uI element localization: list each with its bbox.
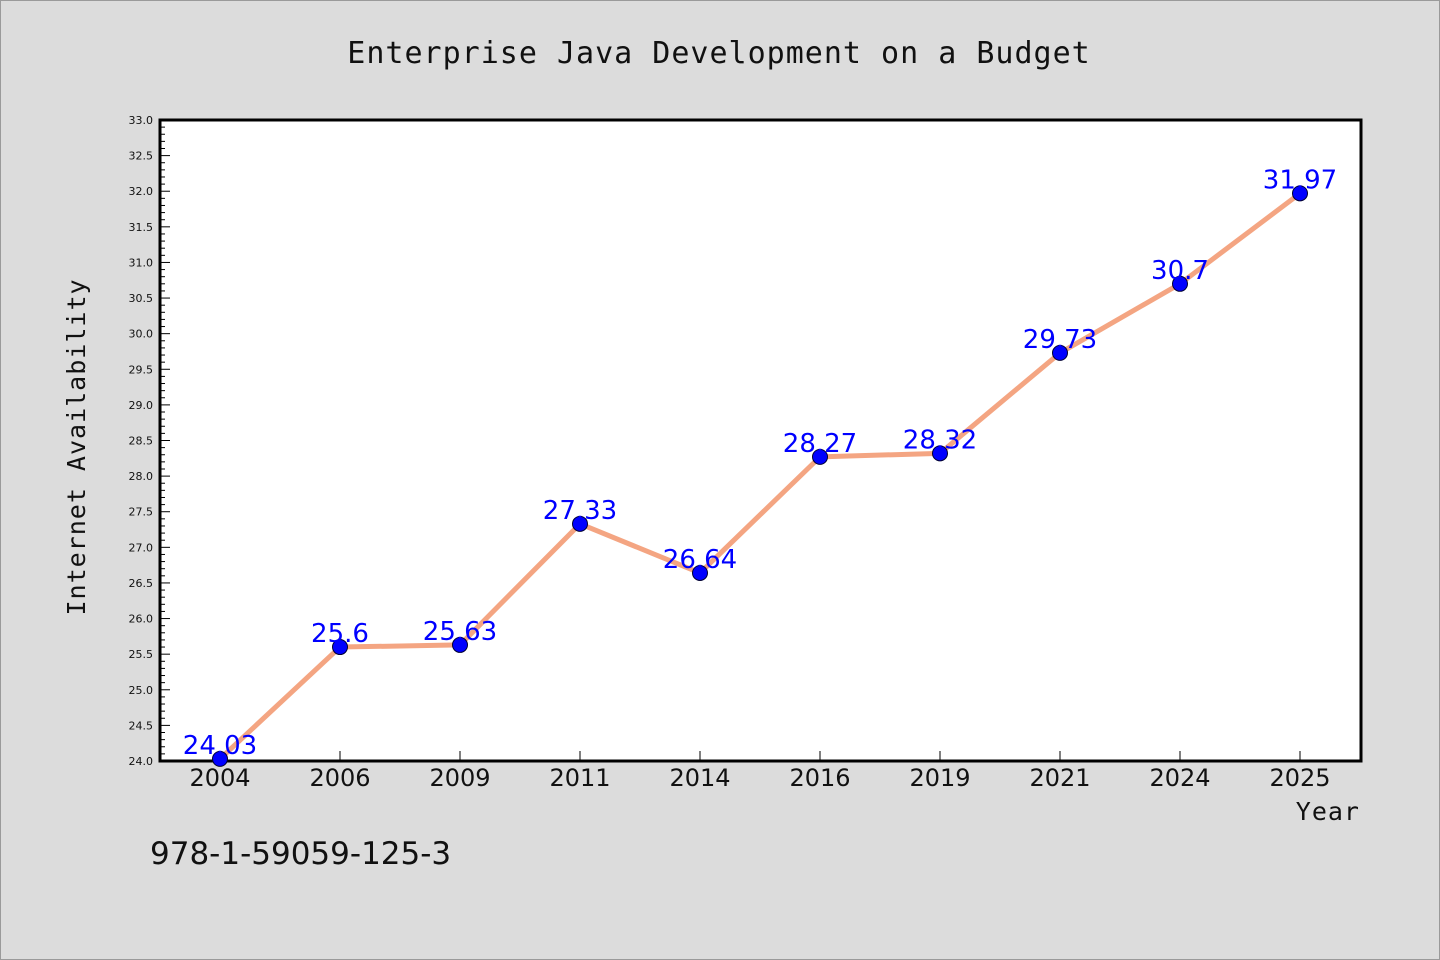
data-point xyxy=(452,636,468,653)
data-point xyxy=(572,515,588,532)
x-tick-label: 2016 xyxy=(789,764,850,792)
data-label: 25.6 xyxy=(311,619,369,649)
data-point xyxy=(1292,185,1308,202)
data-point xyxy=(812,448,828,465)
y-tick-label: 30.0 xyxy=(129,328,154,341)
y-axis-label: Internet Availability xyxy=(62,278,91,615)
data-point xyxy=(212,750,228,767)
y-tick-label: 33.0 xyxy=(129,114,154,127)
data-label: 25.63 xyxy=(423,617,497,647)
data-label: 30.7 xyxy=(1151,256,1209,286)
x-tick-label: 2025 xyxy=(1269,764,1330,792)
y-tick-label: 24.0 xyxy=(129,755,154,768)
y-tick-label: 29.0 xyxy=(129,399,154,412)
y-tick-label: 25.0 xyxy=(129,684,154,697)
series-line xyxy=(217,190,1303,762)
x-tick-label: 2004 xyxy=(189,764,250,792)
data-labels: 24.03 25.6 25.63 27.33 26.64 28.27 28.32 29.73 3… xyxy=(183,165,1337,761)
y-tick-label: 30.5 xyxy=(129,292,154,305)
data-point xyxy=(932,445,948,462)
y-tick-label: 32.5 xyxy=(129,150,154,163)
x-tick-label: 2006 xyxy=(309,764,370,792)
x-axis-label: Year xyxy=(1296,797,1360,826)
x-tick-label: 2011 xyxy=(549,764,610,792)
x-tick-label: 2024 xyxy=(1149,764,1210,792)
y-tick-label: 28.0 xyxy=(129,470,154,483)
y-tick-label: 29.5 xyxy=(129,363,154,376)
x-tick-label: 2019 xyxy=(909,764,970,792)
x-tick-label: 2021 xyxy=(1029,764,1090,792)
y-tick-label: 31.5 xyxy=(129,221,154,234)
y-tick-label: 31.0 xyxy=(129,256,154,269)
data-label: 29.73 xyxy=(1023,325,1097,355)
x-tick-label: 2014 xyxy=(669,764,730,792)
chart-title: Enterprise Java Development on a Budget xyxy=(347,36,1090,71)
x-tick-label: 2009 xyxy=(429,764,490,792)
y-tick-label: 25.5 xyxy=(129,648,154,661)
data-point xyxy=(692,564,708,581)
data-label: 28.27 xyxy=(783,429,857,459)
data-series xyxy=(212,185,1308,767)
y-axis: 24.0 24.5 25.0 25.5 26.0 26.5 27.0 27.5 28.0 28.5… xyxy=(129,114,170,768)
data-label: 27.33 xyxy=(543,496,617,526)
y-tick-label: 27.0 xyxy=(129,541,154,554)
data-label: 28.32 xyxy=(903,425,977,455)
y-tick-label: 26.5 xyxy=(129,577,154,590)
y-tick-label: 27.5 xyxy=(129,506,154,519)
y-tick-label: 32.0 xyxy=(129,185,154,198)
x-axis: 2004 2006 2009 2011 2014 2016 2019 2021 2024 2025 xyxy=(189,751,1331,792)
data-label: 31.97 xyxy=(1263,165,1337,195)
isbn-text: 978-1-59059-125-3 xyxy=(150,836,451,872)
y-tick-label: 26.0 xyxy=(129,613,154,626)
data-point xyxy=(1172,275,1188,292)
data-point xyxy=(1052,344,1068,361)
data-label: 24.03 xyxy=(183,731,257,761)
y-tick-label: 28.5 xyxy=(129,435,154,448)
data-point xyxy=(332,639,348,656)
y-tick-label: 24.5 xyxy=(129,719,154,732)
plot-area xyxy=(158,118,1363,763)
data-label: 26.64 xyxy=(663,545,737,575)
